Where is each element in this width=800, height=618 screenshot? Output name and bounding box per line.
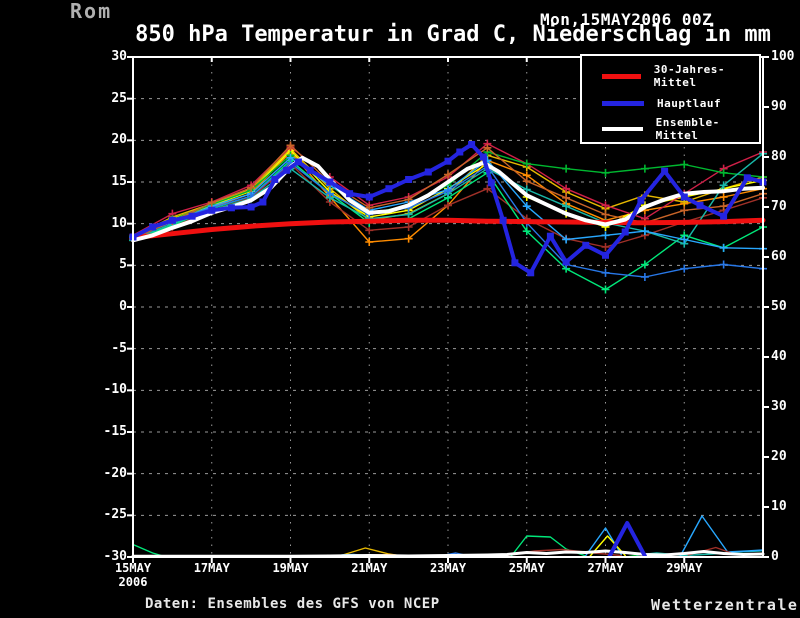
y-right-tick-label: 50 [771, 299, 787, 314]
x-tick-sublabel: 2006 [118, 575, 148, 589]
x-tick-label: 15MAY [114, 561, 152, 575]
x-tick-label: 25MAY [508, 561, 545, 575]
y-right-tick-label: 40 [771, 349, 787, 364]
legend-item-ensemble-mean: Ensemble-Mittel [582, 116, 759, 142]
y-left-tick-label: -15 [103, 424, 127, 439]
y-left-tick-label: -10 [103, 382, 127, 398]
chart-title: 850 hPa Temperatur in Grad C, Niederschl… [135, 22, 771, 47]
y-right-tick-label: 60 [771, 249, 787, 264]
y-right-tick-label: 30 [771, 399, 787, 414]
x-tick-label: 27MAY [587, 561, 624, 575]
y-right-tick-label: 70 [771, 199, 787, 214]
y-left-tick-label: 10 [111, 215, 127, 231]
data-source-label: Daten: Ensembles des GFS von NCEP [145, 596, 440, 612]
brand-label: Wetterzentrale [651, 596, 799, 614]
y-left-tick-label: -25 [103, 507, 127, 523]
y-right-tick-label: 90 [771, 99, 787, 114]
y-left-tick-label: 0 [119, 299, 127, 314]
legend-item-hauptlauf: Hauptlauf [582, 96, 721, 110]
y-left-tick-label: 25 [111, 90, 127, 106]
legend-item-label: Hauptlauf [657, 96, 722, 110]
legend-box: 30-Jahres-Mittel Hauptlauf Ensemble-Mitt… [580, 54, 761, 144]
y-left-tick-label: 20 [111, 132, 127, 148]
y-right-tick-label: 0 [771, 549, 779, 564]
x-tick-label: 19MAY [272, 561, 309, 575]
y-right-tick-label: 10 [771, 499, 787, 514]
x-tick-label: 21MAY [351, 561, 388, 575]
y-left-tick-label: -20 [103, 465, 127, 481]
x-tick-label: 17MAY [193, 561, 230, 575]
y-left-tick-label: 30 [111, 49, 127, 64]
x-tick-label: 23MAY [429, 561, 467, 575]
run-datetime-label: Mon,15MAY2006 00Z [540, 10, 713, 29]
y-right-tick-label: 100 [771, 49, 795, 64]
hauptlauf-line-swatch [602, 100, 644, 106]
y-left-tick-label: 15 [111, 174, 127, 189]
x-tick-label: 29MAY [666, 561, 703, 575]
station-label: Rom [70, 0, 113, 23]
legend-item-label: Ensemble-Mittel [655, 116, 720, 142]
y-right-tick-label: 20 [771, 449, 787, 464]
ensemble-mean-line-swatch [602, 127, 643, 131]
y-left-tick-label: 5 [119, 257, 127, 273]
y-left-tick-label: -5 [111, 340, 127, 356]
legend-item-climate-mean: 30-Jahres-Mittel [582, 63, 759, 89]
climate-mean-line-swatch [602, 73, 641, 79]
y-left-tick-label: -30 [103, 549, 127, 564]
y-right-tick-label: 80 [771, 149, 787, 164]
legend-item-label: 30-Jahres-Mittel [653, 63, 726, 89]
